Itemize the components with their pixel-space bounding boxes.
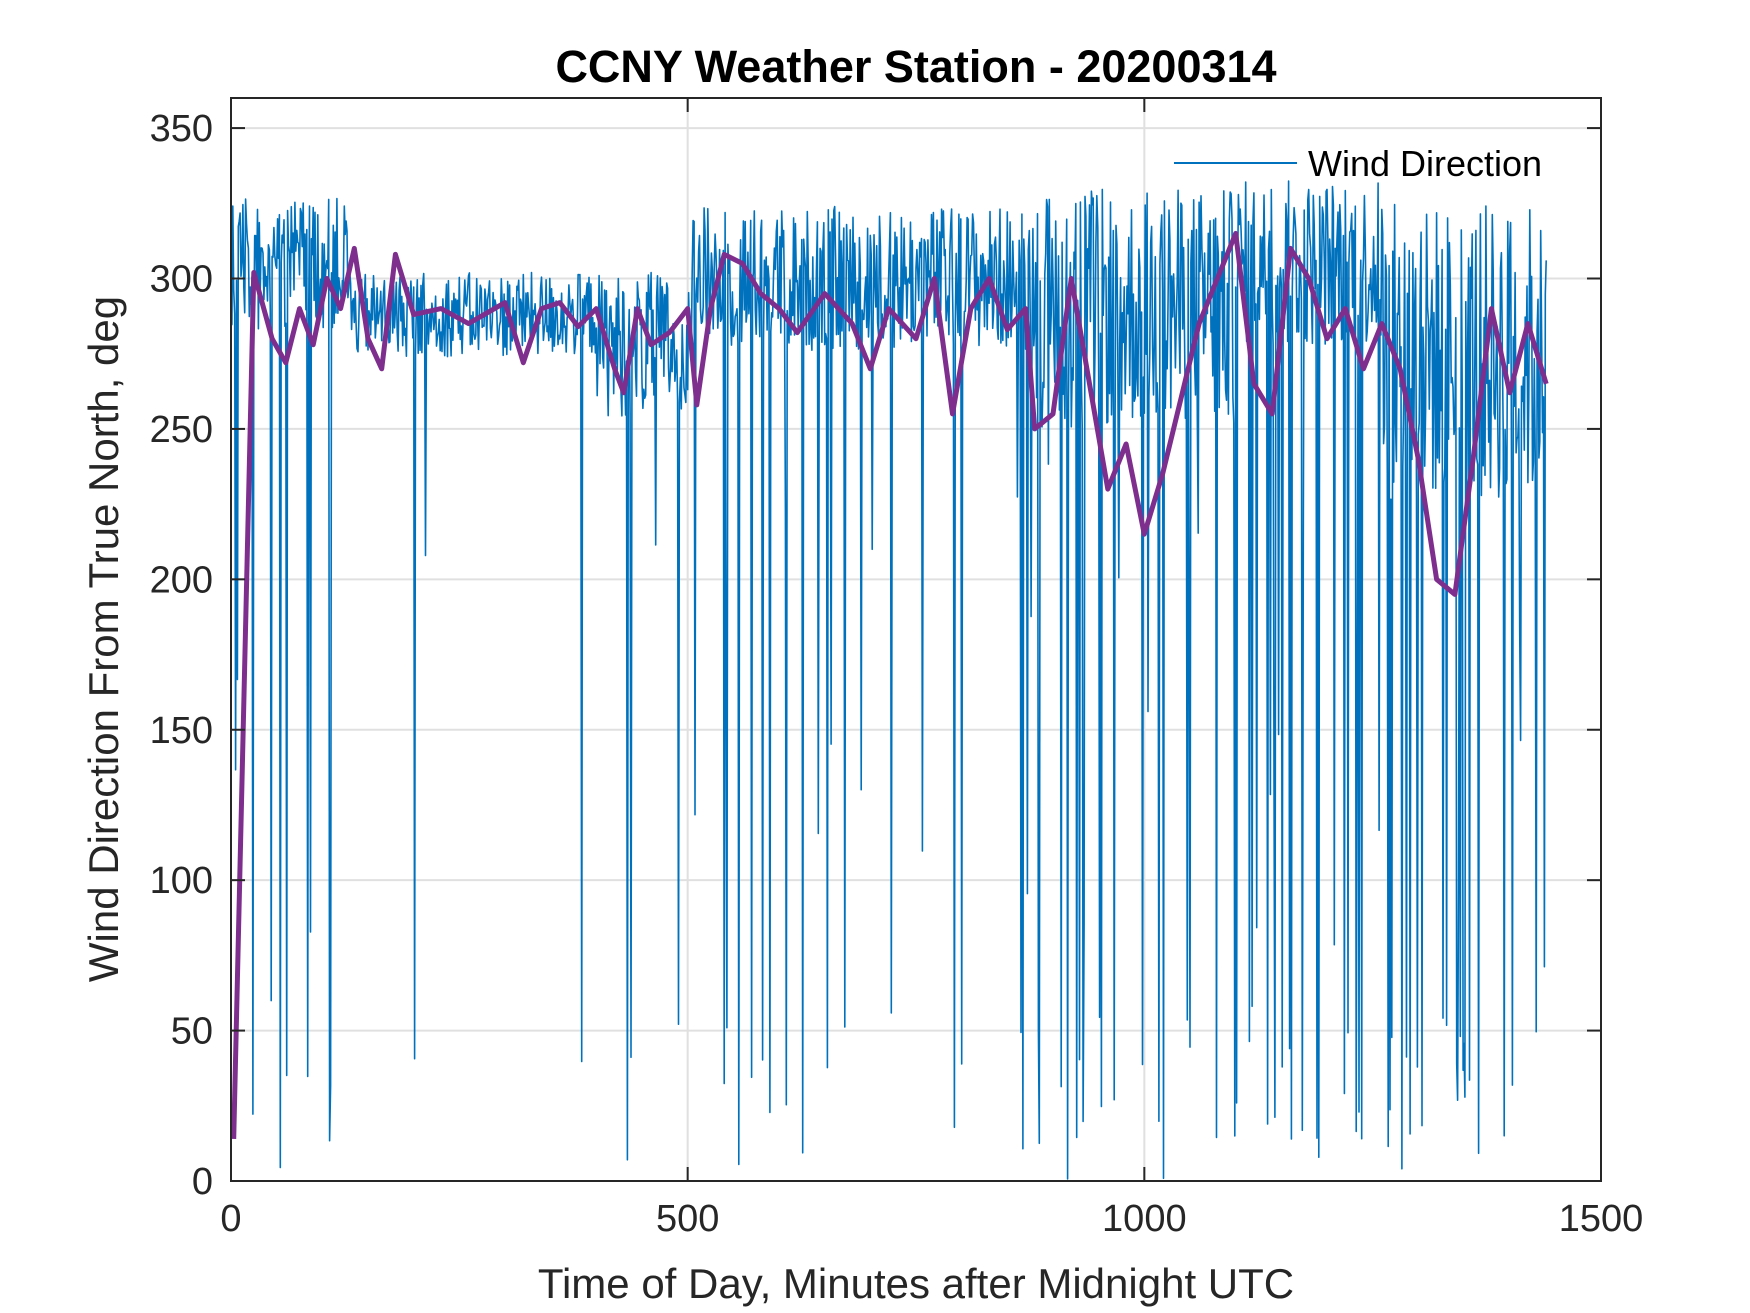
x-tick-labels: 0 500 1000 1500 <box>220 1198 1643 1240</box>
y-tick-label: 50 <box>171 1011 213 1053</box>
y-tick-label: 350 <box>150 108 213 150</box>
y-tick-label: 0 <box>192 1161 213 1203</box>
x-tick-label: 0 <box>220 1198 241 1240</box>
y-axis-label: Wind Direction From True North, deg <box>80 296 127 982</box>
axis-ticks <box>230 98 1602 1182</box>
x-axis-label: Time of Day, Minutes after Midnight UTC <box>538 1260 1294 1307</box>
series-wind-direction-line <box>230 180 1547 1180</box>
plot-lines <box>230 180 1549 1180</box>
y-tick-label: 300 <box>150 259 213 301</box>
chart-title: CCNY Weather Station - 20200314 <box>555 41 1276 92</box>
y-tick-label: 100 <box>150 860 213 902</box>
x-tick-label: 1000 <box>1102 1198 1187 1240</box>
legend-label-wind-direction: Wind Direction <box>1308 143 1542 184</box>
legend: Wind Direction <box>1174 143 1542 184</box>
y-tick-label: 150 <box>150 710 213 752</box>
series-moving-average-line <box>231 230 1549 1139</box>
y-tick-labels: 0 50 100 150 200 250 300 350 <box>150 108 213 1203</box>
y-tick-label: 200 <box>150 559 213 601</box>
x-tick-label: 500 <box>656 1198 719 1240</box>
y-tick-label: 250 <box>150 409 213 451</box>
axes-box <box>230 97 1602 1182</box>
x-tick-label: 1500 <box>1559 1198 1644 1240</box>
